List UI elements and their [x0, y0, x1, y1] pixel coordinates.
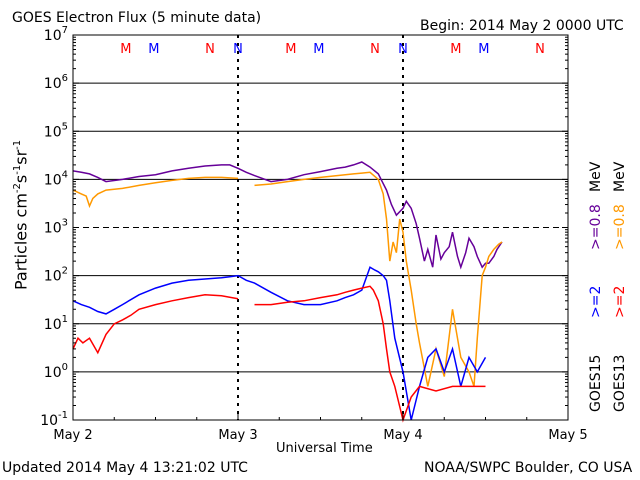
- begin-time: Begin: 2014 May 2 0000 UTC: [420, 18, 624, 34]
- y-tick-base: 10: [44, 124, 62, 140]
- y-axis-label-exp2: -1: [12, 164, 23, 175]
- legend-goes13-label: GOES13: [612, 354, 628, 412]
- y-tick-exponent: 0: [62, 362, 68, 373]
- y-axis-label-exp3: -1: [12, 139, 23, 150]
- eclipse-marker-m: M: [120, 42, 131, 57]
- x-tick-label: May 2: [53, 428, 92, 443]
- y-tick-label: 100: [44, 362, 68, 381]
- day-dividers: [237, 35, 404, 420]
- series-goes15-0-8-mev: [72, 161, 503, 270]
- y-tick-base: 10: [44, 76, 62, 92]
- y-tick-label: 104: [44, 169, 68, 188]
- eclipse-marker-m: M: [313, 42, 324, 57]
- updated-timestamp: Updated 2014 May 4 13:21:02 UTC: [2, 460, 248, 476]
- y-tick-label: 102: [44, 266, 68, 285]
- x-tick-label: May 4: [383, 428, 422, 443]
- y-tick-base: 10: [44, 221, 62, 237]
- credit-text: NOAA/SWPC Boulder, CO USA: [424, 460, 633, 476]
- legend-unit-1: MeV: [588, 161, 604, 192]
- y-tick-base: 10: [44, 28, 62, 44]
- y-tick-base: 10: [44, 317, 62, 333]
- y-tick-base: 10: [44, 365, 62, 381]
- series-goes15-2-mev: [72, 266, 487, 421]
- y-tick-exponent: 6: [62, 73, 68, 84]
- y-tick-exponent: 1: [62, 314, 68, 325]
- y-tick-label: 107: [44, 25, 68, 44]
- y-tick-exponent: -1: [58, 410, 68, 421]
- eclipse-marker-n: N: [205, 42, 215, 57]
- y-tick-base: 10: [44, 269, 62, 285]
- legend-goes15-ge08: >=0.8: [588, 204, 604, 250]
- y-axis-label-base: Particles cm: [11, 193, 31, 290]
- eclipse-marker-n: N: [398, 42, 408, 57]
- eclipse-marker-n: N: [233, 42, 243, 57]
- y-axis-label-sr: sr: [11, 149, 31, 165]
- legend-goes13-ge2: >=2: [612, 285, 628, 318]
- y-tick-exponent: 3: [62, 218, 68, 229]
- y-tick-base: 10: [44, 172, 62, 188]
- eclipse-marker-m: M: [478, 42, 489, 57]
- x-tick-label: May 3: [218, 428, 257, 443]
- y-tick-label: 105: [44, 121, 68, 140]
- grid-lines: [73, 82, 568, 373]
- legend-goes15-ge2: >=2: [588, 285, 604, 318]
- y-tick-exponent: 5: [62, 121, 68, 132]
- y-tick-label: 101: [44, 314, 68, 333]
- y-tick-exponent: 2: [62, 266, 68, 277]
- legend-goes15-label: GOES15: [588, 354, 604, 412]
- x-axis-label: Universal Time: [276, 441, 373, 456]
- y-axis-label-s: s: [11, 174, 31, 184]
- chart-title: GOES Electron Flux (5 minute data): [12, 10, 262, 26]
- series-goes13-2-mev: [72, 285, 486, 423]
- y-tick-label: 106: [44, 73, 68, 92]
- y-tick-label: 103: [44, 218, 68, 237]
- y-tick-exponent: 4: [62, 169, 68, 180]
- legend-unit-2: MeV: [612, 161, 628, 192]
- series-lines: [72, 161, 503, 423]
- series-goes13-0-8-mev: [72, 171, 503, 387]
- eclipse-marker-n: N: [370, 42, 380, 57]
- legend-goes13-ge08: >=0.8: [612, 204, 628, 250]
- eclipse-marker-m: M: [285, 42, 296, 57]
- y-tick-label: 10-1: [40, 410, 68, 429]
- y-axis-label-exp1: -2: [12, 183, 23, 194]
- eclipse-marker-m: M: [148, 42, 159, 57]
- eclipse-marker-m: M: [450, 42, 461, 57]
- y-tick-exponent: 7: [62, 25, 68, 36]
- x-tick-label: May 5: [548, 428, 587, 443]
- eclipse-marker-n: N: [535, 42, 545, 57]
- y-tick-base: 10: [40, 413, 58, 429]
- y-axis-label: Particles cm-2s-1sr-1: [10, 139, 31, 290]
- x-axis-ticks: May 2 May 3 May 4 May 5: [53, 414, 588, 443]
